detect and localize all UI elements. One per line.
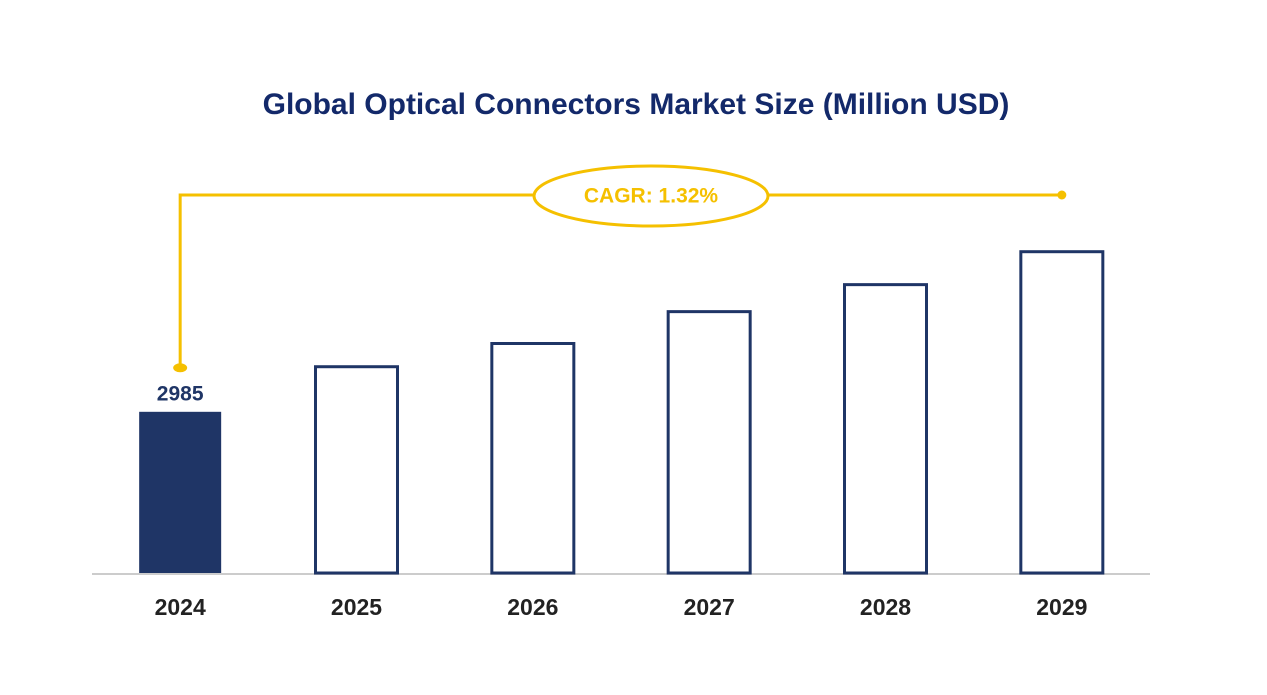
chart-title: Global Optical Connectors Market Size (M… (263, 88, 1010, 121)
bar (1019, 250, 1105, 575)
cagr-end-dot (1057, 190, 1067, 200)
bar (490, 342, 576, 575)
bar (314, 365, 399, 575)
x-tick-label: 2026 (507, 594, 558, 620)
x-tick-label: 2024 (155, 594, 206, 620)
cagr-bubble (532, 164, 770, 228)
cagr-label: CAGR: 1.32% (584, 185, 719, 208)
x-tick-label: 2029 (1036, 594, 1087, 620)
x-tick-label: 2025 (331, 594, 382, 620)
cagr-start-dot (173, 363, 188, 373)
bar (666, 310, 752, 575)
bar (139, 411, 222, 573)
value-label: 2985 (157, 382, 204, 405)
x-tick-label: 2028 (860, 594, 911, 620)
x-tick-label: 2027 (684, 594, 735, 620)
bar (843, 283, 928, 575)
